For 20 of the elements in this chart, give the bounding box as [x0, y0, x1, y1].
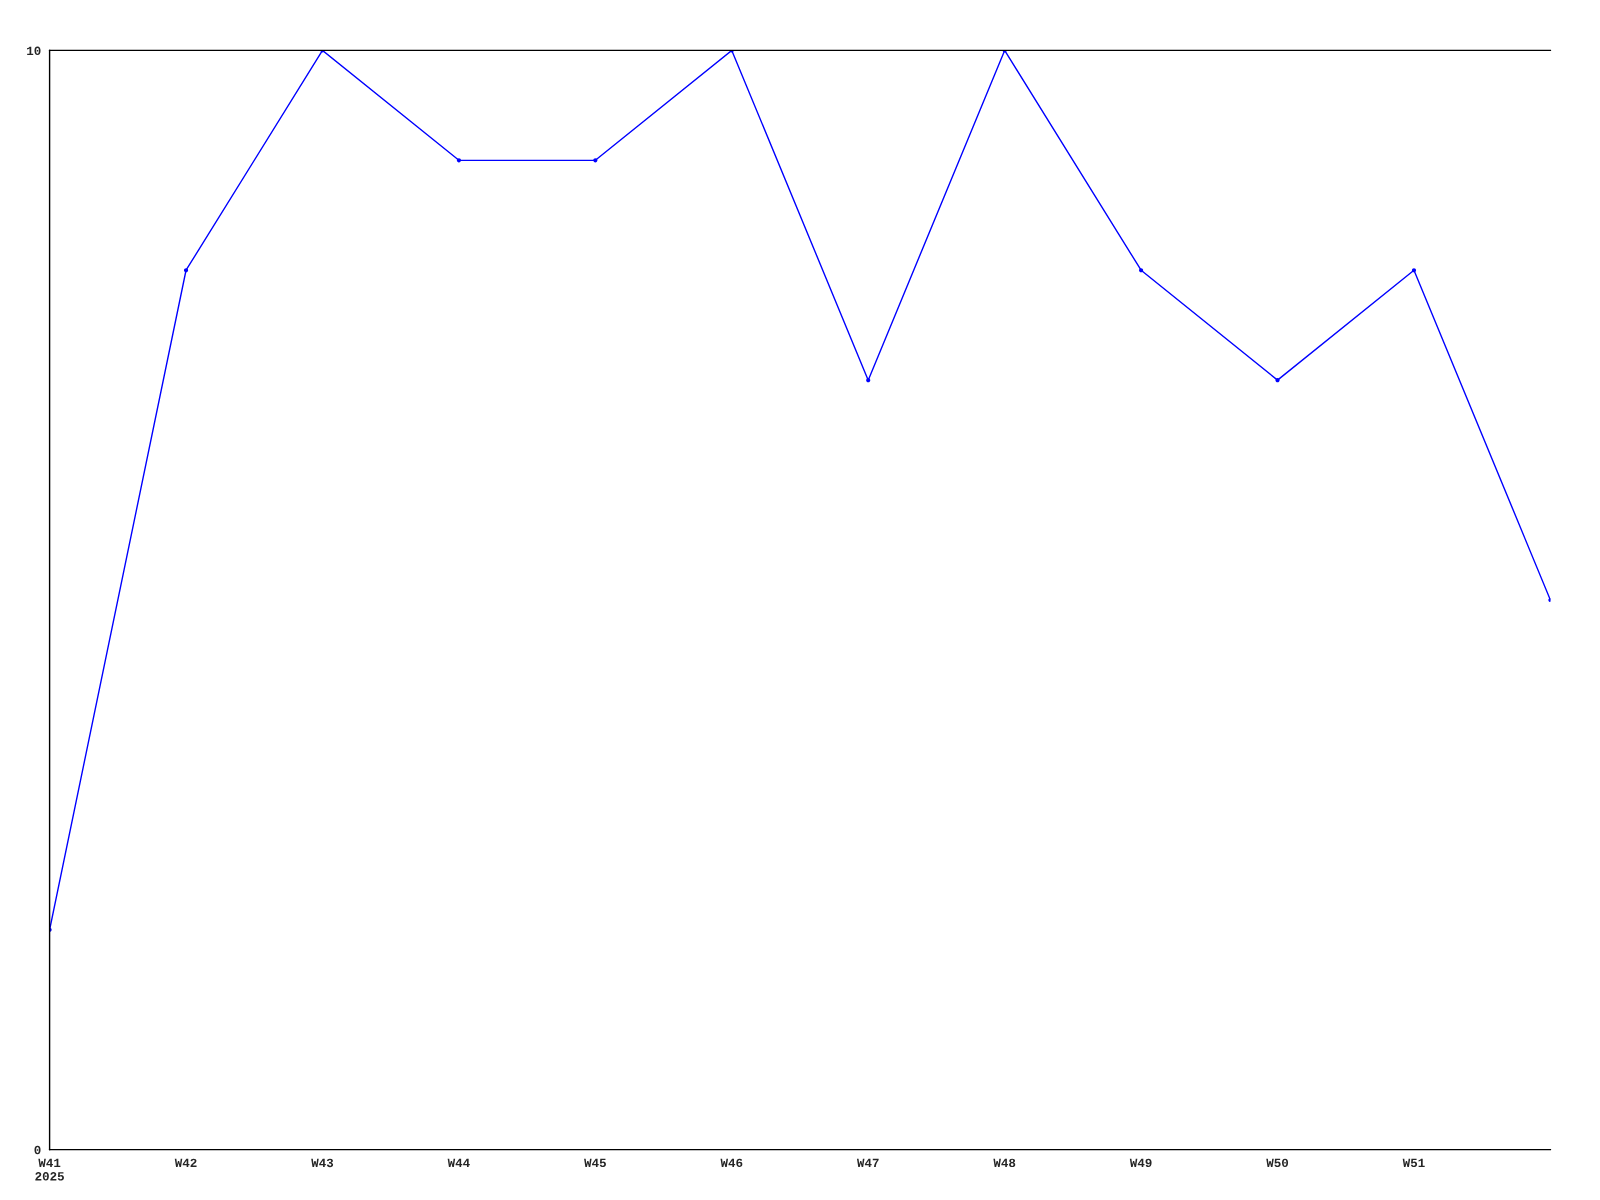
x-tick-label: W44 [447, 1158, 470, 1167]
point [1275, 378, 1280, 383]
point [1139, 268, 1144, 273]
point [866, 378, 871, 383]
point [1411, 268, 1417, 273]
x-tick-label: W51 [1402, 1158, 1425, 1168]
x-tick-label: W41 2025 [35, 1158, 64, 1181]
x-tick-label: W50 [1266, 1158, 1289, 1168]
x-tick-label: W42 [174, 1158, 197, 1167]
y-tick-label: 0 [34, 1145, 41, 1155]
x-tick-label: W46 [720, 1158, 743, 1168]
x-tick-label: W43 [311, 1158, 334, 1168]
point [593, 158, 598, 163]
point [456, 158, 461, 163]
x-tick-label: W47 [856, 1158, 879, 1167]
y-tick-label: 10 [27, 46, 41, 56]
x-tick-label: W48 [993, 1158, 1016, 1168]
point [183, 268, 189, 273]
x-tick-label: W49 [1129, 1158, 1152, 1168]
x-tick-label: W45 [584, 1158, 606, 1168]
